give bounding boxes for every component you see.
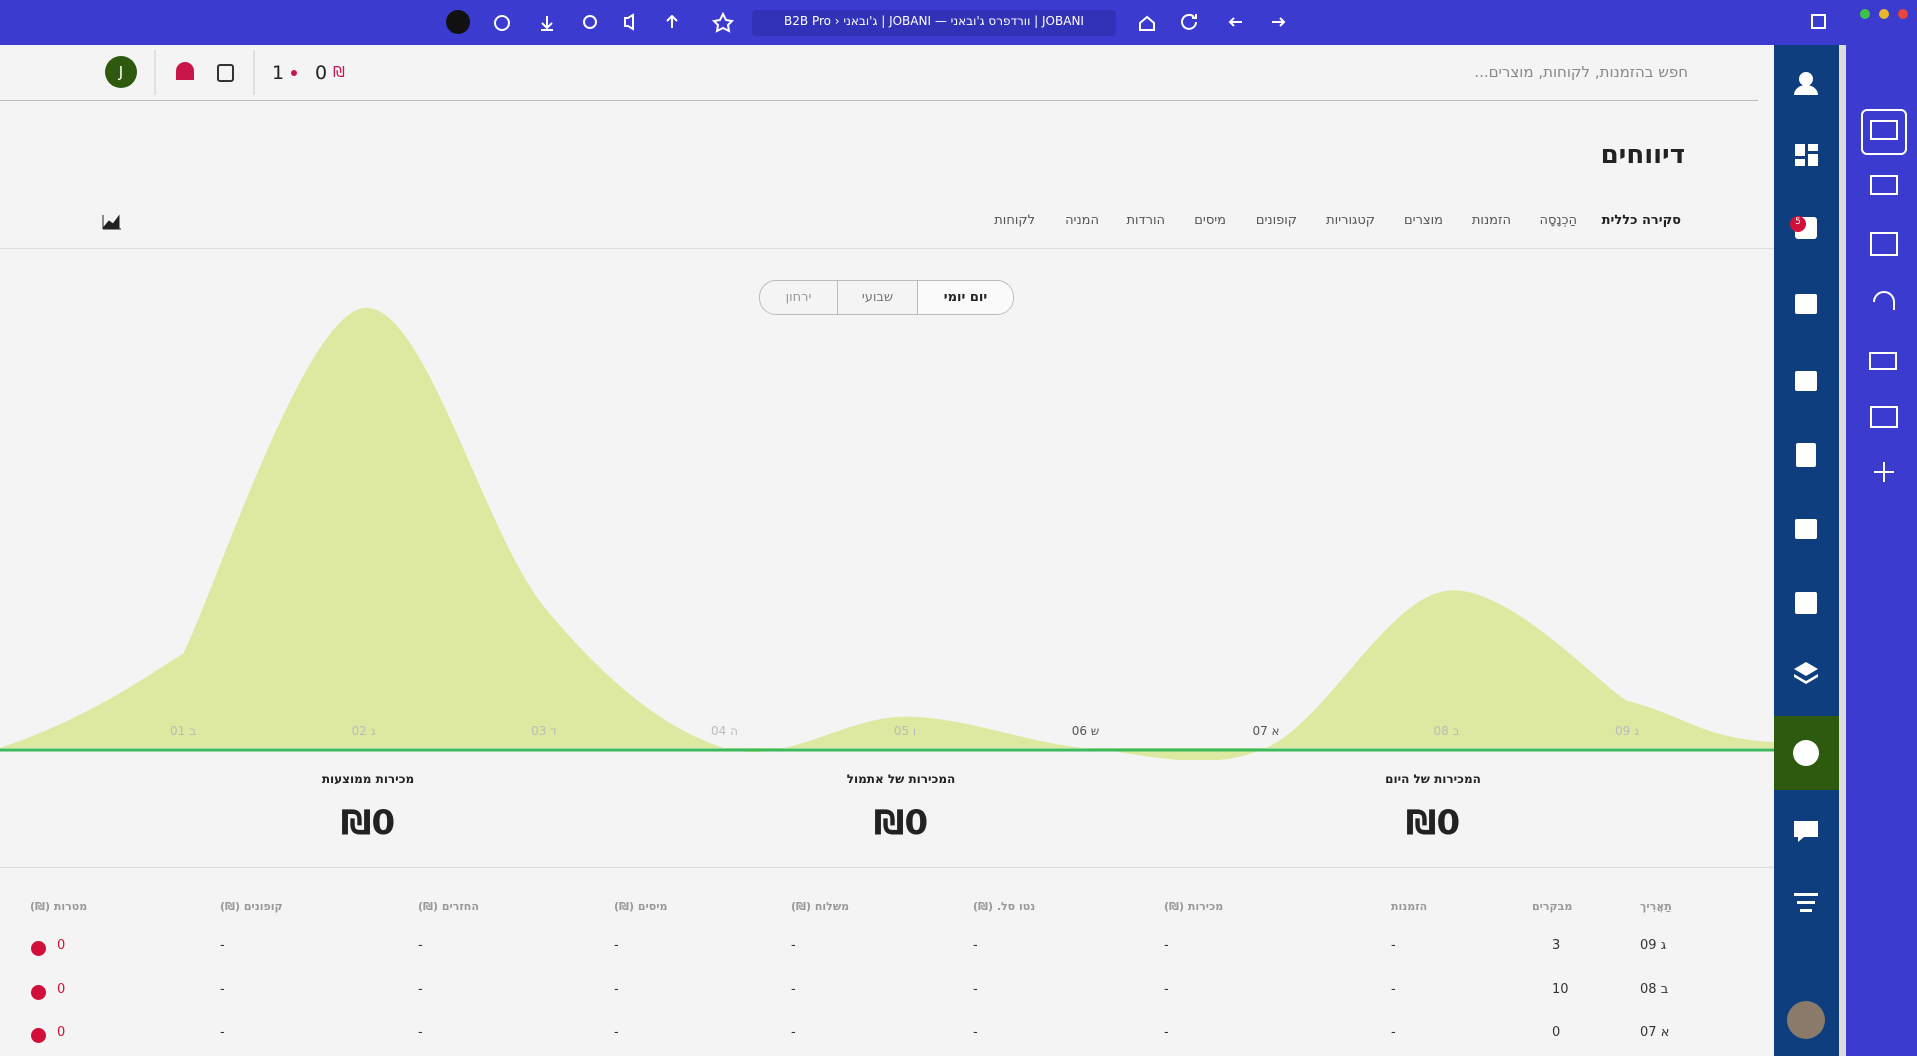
tab[interactable]: מיסים [1194, 213, 1226, 228]
table-cell: - [418, 1025, 423, 1040]
table-cell: 0 [1552, 1025, 1561, 1040]
table-cell: - [791, 938, 796, 953]
currency-count: 0 [315, 62, 328, 84]
table-cell: - [973, 982, 978, 997]
stat-label: המכירות של היום [1385, 772, 1481, 786]
table-cell: 3 [1552, 938, 1561, 953]
x-tick-label: 07 א [1252, 724, 1279, 738]
table-cell: 07 א [1640, 1025, 1670, 1040]
column-header: תַאֲרִיך [1640, 900, 1672, 913]
chart-icon[interactable] [102, 212, 122, 230]
stat-value: ₪0 [1405, 803, 1461, 843]
table-cell: - [220, 938, 225, 953]
status-dot [31, 1028, 46, 1043]
currency-symbol: ₪ [333, 63, 345, 81]
table-cell: 0 [57, 982, 66, 997]
x-tick-label: 09 ג [1615, 724, 1639, 738]
table-cell: - [1164, 1025, 1169, 1040]
status-dot [31, 941, 46, 956]
table-cell: 0 [57, 1025, 66, 1040]
table-cell: - [220, 1025, 225, 1040]
column-header: נטו סל. (₪) [973, 900, 1036, 913]
x-tick-label: 04 ה [711, 724, 738, 738]
table-cell: - [614, 1025, 619, 1040]
status-dot [31, 985, 46, 1000]
range-toggle: יום יומי שבועי ירחון [759, 280, 1014, 315]
x-tick-label: 06 ש [1072, 724, 1100, 738]
stat-value: ₪0 [873, 803, 929, 843]
table-cell: - [973, 938, 978, 953]
table-cell: - [1391, 982, 1396, 997]
tab[interactable]: קופונים [1255, 213, 1297, 228]
table-cell: 10 [1552, 982, 1569, 997]
badge: 5 [1795, 217, 1801, 227]
column-header: מטרות (₪) [30, 900, 88, 913]
sidebar [1774, 45, 1839, 1056]
tab[interactable]: הורדות [1126, 213, 1165, 228]
x-tick-label: 01 ב [170, 724, 196, 738]
table-cell: - [418, 938, 423, 953]
column-header: משלוח (₪) [791, 900, 850, 913]
column-header: מבקרים [1532, 900, 1573, 913]
table-cell: - [418, 982, 423, 997]
area-tail [0, 653, 183, 748]
range-button[interactable]: ירחון [785, 290, 812, 305]
table-cell: - [973, 1025, 978, 1040]
column-header: קופונים (₪) [220, 900, 283, 913]
range-button[interactable]: שבועי [861, 290, 894, 305]
chart: 01 ב 02 ג 03 ד 04 ה 05 ו 06 ש 07 א 08 ב 09 ג [0, 307, 1774, 760]
tab[interactable]: מוצרים [1404, 213, 1443, 228]
header-icons [154, 50, 297, 95]
table-cell: - [614, 938, 619, 953]
tab-title[interactable]: B2B Pro › ג'ובאני | JOBANI — וורדפרס ג'ו… [784, 14, 1084, 28]
divider [0, 100, 1758, 101]
page-title: דיווחים [1600, 140, 1685, 170]
sidebar-icons [1787, 72, 1907, 1039]
x-tick-label: 02 ג [351, 724, 375, 738]
stat-label: המכירות של אתמול [846, 772, 956, 786]
tab[interactable]: סקירה כללית [1601, 213, 1681, 228]
area-tail [1627, 700, 1774, 748]
table-cell: - [1164, 938, 1169, 953]
avatar[interactable]: J [105, 56, 137, 88]
app-strip [1846, 45, 1917, 1056]
stat-label: מכירות ממוצעות [321, 772, 415, 786]
search-input[interactable]: חפש בהזמנות, לקוחות, מוצרים... [1474, 63, 1688, 81]
stat-value: ₪0 [340, 803, 396, 843]
x-tick-label: 08 ב [1433, 724, 1459, 738]
table-cell: - [1391, 1025, 1396, 1040]
browser-icons [446, 9, 1908, 36]
table-cell: 0 [57, 938, 66, 953]
divider [0, 867, 1774, 868]
table-cell: - [1164, 982, 1169, 997]
column-header: החזרים (₪) [418, 900, 479, 913]
table-cell: 08 ב [1640, 982, 1669, 997]
x-tick-label: 03 ד [531, 724, 557, 738]
tab[interactable]: הזמנות [1471, 213, 1511, 228]
tab[interactable]: המניה [1065, 213, 1099, 228]
column-header: הזמנות [1391, 900, 1428, 913]
tab[interactable]: הַכְנָסָה [1539, 213, 1577, 228]
x-tick-label: 05 ו [894, 724, 916, 738]
table-cell: 09 ג [1640, 938, 1667, 953]
tab[interactable]: לקוחות [994, 213, 1035, 228]
table-cell: - [791, 1025, 796, 1040]
scrollbar [1839, 45, 1846, 1056]
table-cell: - [1391, 938, 1396, 953]
table-cell: - [791, 982, 796, 997]
column-header: מיסים (₪) [614, 900, 668, 913]
tab[interactable]: קטגוריות [1326, 213, 1375, 228]
table-cell: - [614, 982, 619, 997]
table-cell: - [220, 982, 225, 997]
orders-count: 1 [272, 62, 285, 84]
range-button[interactable]: יום יומי [943, 290, 988, 305]
area [183, 307, 1627, 760]
divider [0, 248, 1774, 249]
column-header: מכירות (₪) [1164, 900, 1224, 913]
